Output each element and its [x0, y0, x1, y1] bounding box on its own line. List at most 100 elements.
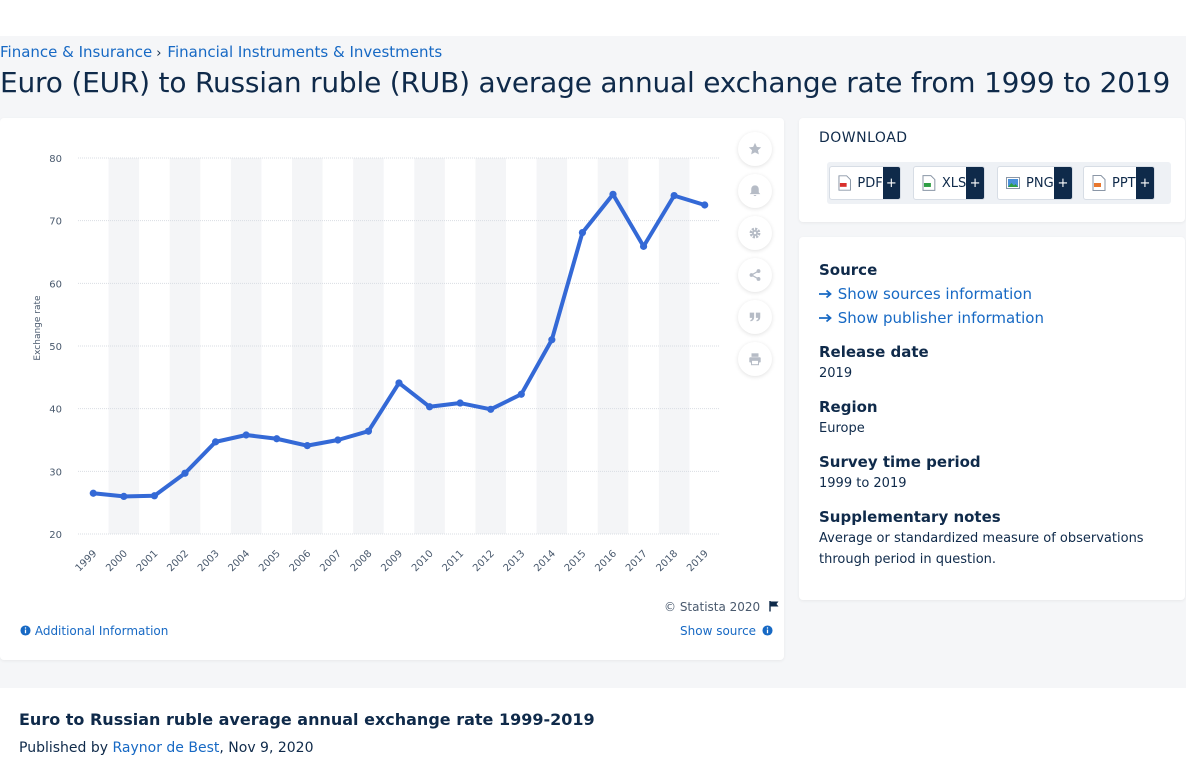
additional-info-link[interactable]: Additional Information	[20, 624, 168, 638]
release-date-label: Release date	[819, 343, 929, 361]
pdf-file-icon	[838, 175, 851, 191]
published-prefix: Published by	[19, 740, 113, 756]
column-band	[414, 158, 445, 534]
source-label: Source	[819, 261, 878, 279]
download-ppt-plus[interactable]: +	[1136, 167, 1154, 199]
copyright-text: © Statista 2020	[664, 600, 761, 614]
breadcrumb: Finance & Insurance › Financial Instrument…	[0, 43, 442, 61]
breadcrumb-separator: ›	[156, 46, 162, 61]
x-tick-label: 2012	[471, 548, 497, 574]
x-tick-label: 2005	[257, 548, 283, 574]
data-point	[334, 436, 342, 444]
arrow-right-icon	[819, 313, 832, 323]
bell-icon	[749, 185, 761, 197]
x-tick-label: 2007	[318, 548, 344, 574]
page-title: Euro (EUR) to Russian ruble (RUB) averag…	[0, 66, 1171, 99]
alert-button[interactable]	[738, 174, 772, 208]
download-ppt-label: PPT	[1112, 175, 1136, 191]
download-pdf-button[interactable]: PDF +	[829, 166, 901, 200]
data-point	[578, 228, 587, 237]
download-xls-button[interactable]: XLS +	[913, 166, 985, 200]
x-tick-label: 2002	[165, 548, 191, 574]
release-date-value: 2019	[819, 366, 853, 381]
data-point	[425, 403, 434, 411]
data-point	[395, 379, 403, 387]
info-icon	[762, 625, 773, 636]
info-icon	[20, 625, 31, 636]
show-sources-label: Show sources information	[837, 285, 1032, 303]
breadcrumb-item-instruments[interactable]: Financial Instruments & Investments	[167, 43, 443, 61]
supplementary-notes-value: Average or standardized measure of obser…	[819, 531, 1144, 567]
star-icon	[748, 142, 762, 155]
data-point	[701, 201, 709, 209]
print-button[interactable]	[738, 342, 772, 376]
download-title: DOWNLOAD	[819, 130, 908, 146]
y-tick-label: 40	[49, 405, 62, 416]
arrow-right-icon	[819, 289, 832, 299]
top-bar	[0, 0, 1186, 36]
settings-button[interactable]	[738, 216, 772, 250]
data-point	[120, 492, 128, 500]
breadcrumb-item-finance[interactable]: Finance & Insurance	[0, 43, 153, 61]
download-pdf-plus[interactable]: +	[882, 167, 900, 199]
data-point	[364, 427, 373, 435]
copyright-notice: © Statista 2020	[664, 600, 780, 614]
data-point	[181, 469, 189, 477]
data-point	[242, 431, 250, 439]
xls-file-icon	[922, 175, 936, 191]
download-buttons: PDF + XLS + PNG + PPT +	[827, 162, 1171, 204]
additional-info-label: Additional Information	[34, 624, 169, 638]
y-tick-label: 20	[49, 530, 62, 541]
data-point	[609, 190, 617, 198]
data-point	[211, 438, 220, 446]
data-point	[670, 192, 678, 200]
data-point	[273, 435, 281, 443]
x-tick-label: 2006	[288, 548, 314, 574]
download-xls-plus[interactable]: +	[966, 167, 984, 199]
data-point	[487, 405, 495, 413]
y-tick-label: 50	[49, 342, 62, 353]
column-band	[292, 158, 323, 534]
show-source-link[interactable]: Show source	[680, 624, 773, 638]
favorite-button[interactable]	[738, 132, 772, 166]
data-point	[303, 442, 311, 450]
x-tick-label: 2018	[654, 548, 680, 574]
y-tick-label: 60	[49, 279, 62, 290]
x-tick-label: 2019	[685, 548, 711, 574]
data-point	[89, 489, 97, 497]
share-button[interactable]	[738, 258, 772, 292]
gear-icon	[749, 227, 761, 239]
show-source-label: Show source	[680, 624, 757, 638]
data-point	[548, 336, 556, 344]
download-card: DOWNLOAD PDF + XLS + PNG + PPT +	[799, 118, 1185, 222]
x-tick-label: 2015	[563, 548, 589, 574]
statistic-summary: Euro to Russian ruble average annual exc…	[0, 688, 1186, 760]
download-png-button[interactable]: PNG +	[997, 166, 1073, 200]
chart-toolbar	[738, 132, 772, 384]
x-tick-label: 2001	[135, 548, 161, 574]
share-icon	[749, 269, 761, 281]
supplementary-notes-label: Supplementary notes	[819, 508, 1001, 526]
download-ppt-button[interactable]: PPT +	[1083, 166, 1155, 200]
chart-card: 20 30 40 50 60 70 80 Exchange rate 1999 2000 2001 2…	[0, 118, 784, 660]
x-tick-label: 2016	[593, 548, 619, 574]
data-point	[517, 390, 525, 398]
published-by: Published by Raynor de Best, Nov 9, 2020	[19, 740, 314, 756]
flag-icon[interactable]	[768, 600, 780, 612]
x-tick-label: 2010	[410, 548, 436, 574]
download-png-label: PNG	[1026, 175, 1054, 191]
ppt-file-icon	[1092, 175, 1106, 191]
print-icon	[749, 353, 761, 366]
download-png-plus[interactable]: +	[1054, 167, 1072, 199]
show-publisher-link[interactable]: Show publisher information	[819, 309, 1044, 327]
y-tick-label: 80	[49, 154, 62, 165]
author-link[interactable]: Raynor de Best	[112, 740, 220, 756]
y-axis-label: Exchange rate	[33, 295, 43, 361]
x-tick-label: 2014	[532, 548, 558, 574]
x-tick-label: 2011	[440, 548, 466, 574]
survey-period-value: 1999 to 2019	[819, 476, 907, 491]
cite-button[interactable]	[738, 300, 772, 334]
show-sources-link[interactable]: Show sources information	[819, 285, 1032, 303]
statistic-title: Euro to Russian ruble average annual exc…	[19, 710, 595, 729]
